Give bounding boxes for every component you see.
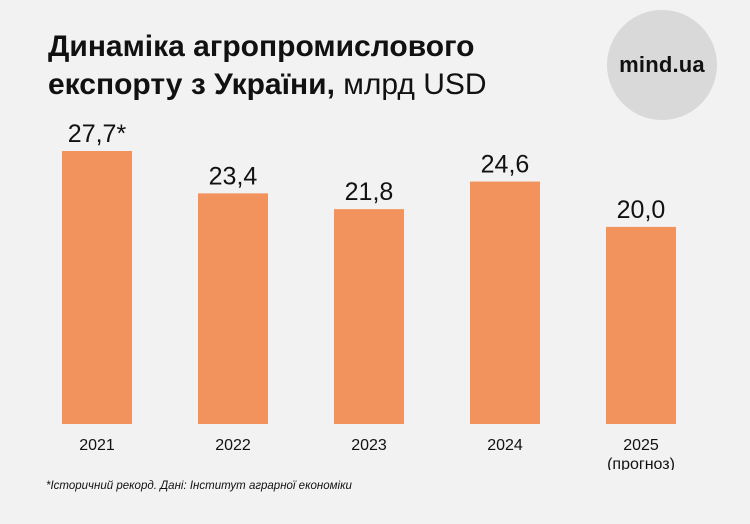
value-label-2022: 23,4 [209,162,258,190]
x-tick-label-2021: 2021 [79,437,115,454]
bar-2025 [606,226,676,424]
logo-text: mind.ua [619,52,705,77]
bar-2024 [470,181,540,424]
value-label-2023: 21,8 [345,178,394,206]
value-label-2025: 20,0 [617,196,666,224]
bar-2023 [334,209,404,424]
title-unit: млрд USD [334,68,487,101]
x-tick-label-2024: 2024 [487,437,523,454]
x-tick-label-2022: 2022 [215,437,251,454]
bar-chart: 27,7* 2021 23,4 2022 21,8 2023 24,6 2024 20,0 202… [62,120,676,470]
x-tick-label-2023: 2023 [351,437,387,454]
value-label-2024: 24,6 [481,151,530,179]
bar-2022 [198,193,268,424]
footnote: *Історичний рекорд. Дані: Інститут аграр… [46,480,352,492]
x-tick-label-2025: 2025 [623,437,659,454]
bar-2021 [62,151,132,424]
value-label-2021: 27,7* [68,120,127,148]
title-main: Динаміка агропромислового експорту з Укр… [48,30,475,101]
x-tick-sublabel-2025: (прогноз) [607,456,675,470]
chart-title: Динаміка агропромислового експорту з Укр… [48,28,568,104]
mind-ua-logo: mind.ua [607,10,717,120]
